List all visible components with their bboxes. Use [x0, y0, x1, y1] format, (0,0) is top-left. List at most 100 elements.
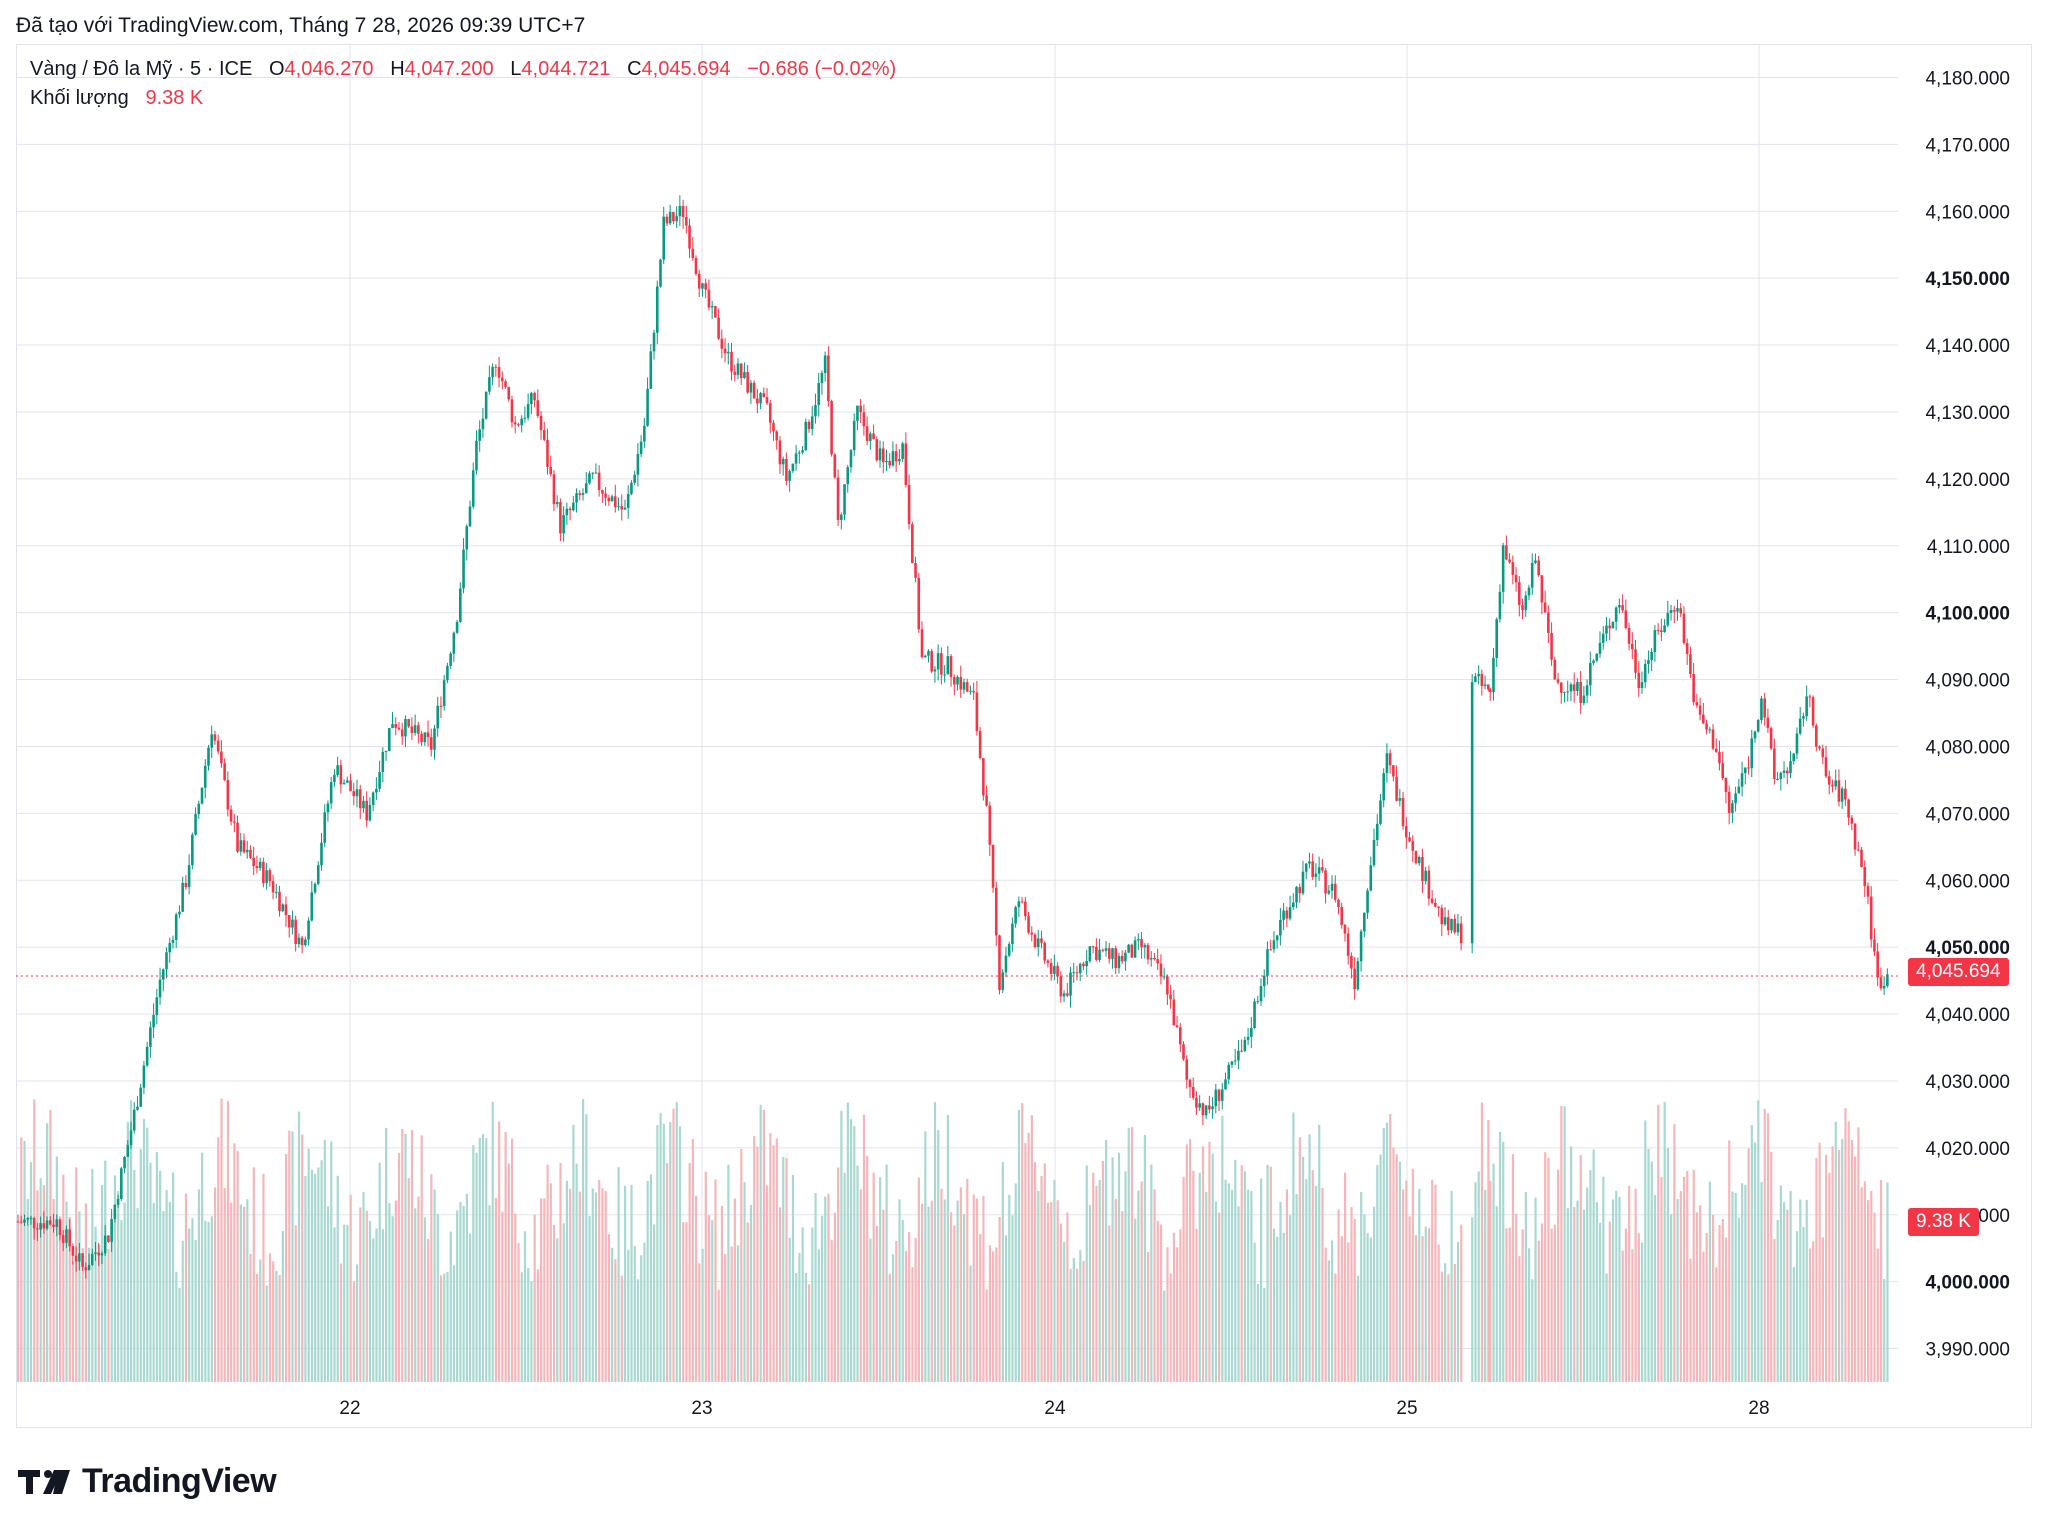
volume-bar — [1766, 1113, 1770, 1382]
candle-body — [1740, 773, 1744, 787]
volume-bar — [375, 1228, 378, 1382]
candle-body — [1747, 767, 1750, 769]
candle-body — [152, 1014, 155, 1028]
candle-body — [336, 765, 339, 775]
candle-body — [1737, 786, 1741, 794]
volume-bar — [427, 1238, 430, 1382]
candle-body — [1643, 664, 1647, 683]
candle-body — [633, 474, 636, 483]
volume-bar — [601, 1188, 604, 1382]
candle-body — [294, 919, 297, 945]
candle-body — [559, 502, 562, 534]
candle-body — [1033, 934, 1037, 948]
volume-bar — [1105, 1139, 1108, 1382]
candle-body — [333, 774, 336, 783]
volume-bar — [1682, 1176, 1686, 1382]
candle-body — [998, 935, 1001, 990]
volume-bar — [1828, 1172, 1831, 1382]
volume-bar — [104, 1160, 107, 1382]
candle-body — [1185, 1059, 1189, 1080]
chart-frame[interactable] — [16, 44, 2032, 1428]
volume-bar — [223, 1188, 226, 1382]
volume-bar — [1214, 1201, 1218, 1382]
candle-body — [71, 1246, 75, 1256]
volume-bar — [284, 1154, 288, 1382]
candle-body — [1421, 857, 1424, 882]
candle-body — [1437, 906, 1440, 908]
volume-label[interactable]: Khối lượng — [30, 87, 129, 109]
price-chart[interactable]: 4,180.000 4,170.000 4,160.000 4,150.000 4,14… — [0, 0, 2048, 1440]
candle-body — [694, 258, 698, 274]
volume-bar — [439, 1275, 443, 1382]
candle-body — [1495, 619, 1498, 658]
volume-bar — [572, 1124, 575, 1382]
candle-body — [1172, 999, 1176, 1026]
candle-body — [933, 669, 937, 672]
candle-body — [197, 803, 201, 815]
symbol-label[interactable]: Vàng / Đô la Mỹ · 5 · ICE — [30, 58, 253, 80]
volume-bar — [1679, 1191, 1682, 1382]
candle-body — [781, 458, 785, 465]
candle-body — [988, 805, 992, 845]
candle-body — [358, 789, 362, 809]
volume-bar — [1524, 1192, 1527, 1382]
candle-body — [1853, 823, 1857, 850]
candle-body — [1398, 797, 1402, 801]
volume-bar — [120, 1220, 123, 1382]
volume-bar — [830, 1239, 833, 1382]
candle-body — [1470, 682, 1474, 944]
candle-body — [404, 718, 407, 737]
volume-bar — [136, 1208, 139, 1382]
volume-bar — [620, 1275, 623, 1382]
candle-body — [1824, 757, 1828, 777]
volume-bar — [414, 1208, 417, 1382]
volume-bar — [1657, 1104, 1660, 1382]
candle-body — [16, 1221, 20, 1223]
candle-body — [865, 426, 869, 441]
candle-body — [723, 348, 727, 354]
candle-body — [523, 417, 527, 419]
candle-body — [1637, 672, 1641, 688]
candle-body — [1621, 605, 1624, 611]
candle-body — [281, 904, 285, 912]
candle-body — [1760, 698, 1763, 720]
candle-body — [1501, 545, 1505, 592]
candle-body — [891, 451, 895, 466]
volume-bar — [875, 1225, 879, 1382]
volume-bar — [449, 1231, 452, 1382]
candle-body — [1682, 613, 1686, 644]
y-tick-label: 4,140.000 — [1925, 336, 2010, 357]
volume-bar — [1480, 1102, 1484, 1382]
volume-bar — [1557, 1169, 1560, 1382]
volume-bar — [97, 1244, 100, 1382]
candle-body — [1718, 751, 1721, 764]
volume-bar — [1611, 1199, 1615, 1382]
volume-bar — [1812, 1241, 1815, 1382]
volume-bar — [788, 1237, 791, 1382]
candle-body — [220, 751, 223, 764]
volume-bar — [352, 1281, 355, 1382]
candle-body — [1062, 993, 1066, 997]
volume-bar — [226, 1100, 230, 1382]
volume-bar — [1043, 1163, 1046, 1382]
volume-bar — [940, 1188, 943, 1382]
candle-body — [798, 452, 801, 454]
candle-body — [497, 367, 501, 378]
volume-bar — [423, 1217, 427, 1382]
volume-bar — [88, 1247, 91, 1382]
candle-body — [297, 937, 301, 945]
volume-bar — [1440, 1271, 1444, 1382]
change-value: −0.686 (−0.02%) — [747, 58, 897, 80]
candle-body — [972, 690, 975, 693]
tradingview-logo[interactable]: TradingView — [18, 1462, 277, 1501]
volume-bar — [1124, 1171, 1127, 1382]
volume-bar — [1056, 1200, 1059, 1382]
volume-bar — [866, 1155, 869, 1382]
volume-bar — [633, 1246, 636, 1382]
candle-body — [794, 453, 798, 464]
candle-body — [1480, 673, 1484, 686]
candle-body — [785, 458, 788, 481]
candle-body — [136, 1106, 139, 1110]
volume-bar — [1153, 1189, 1156, 1382]
candle-body — [1605, 625, 1608, 634]
